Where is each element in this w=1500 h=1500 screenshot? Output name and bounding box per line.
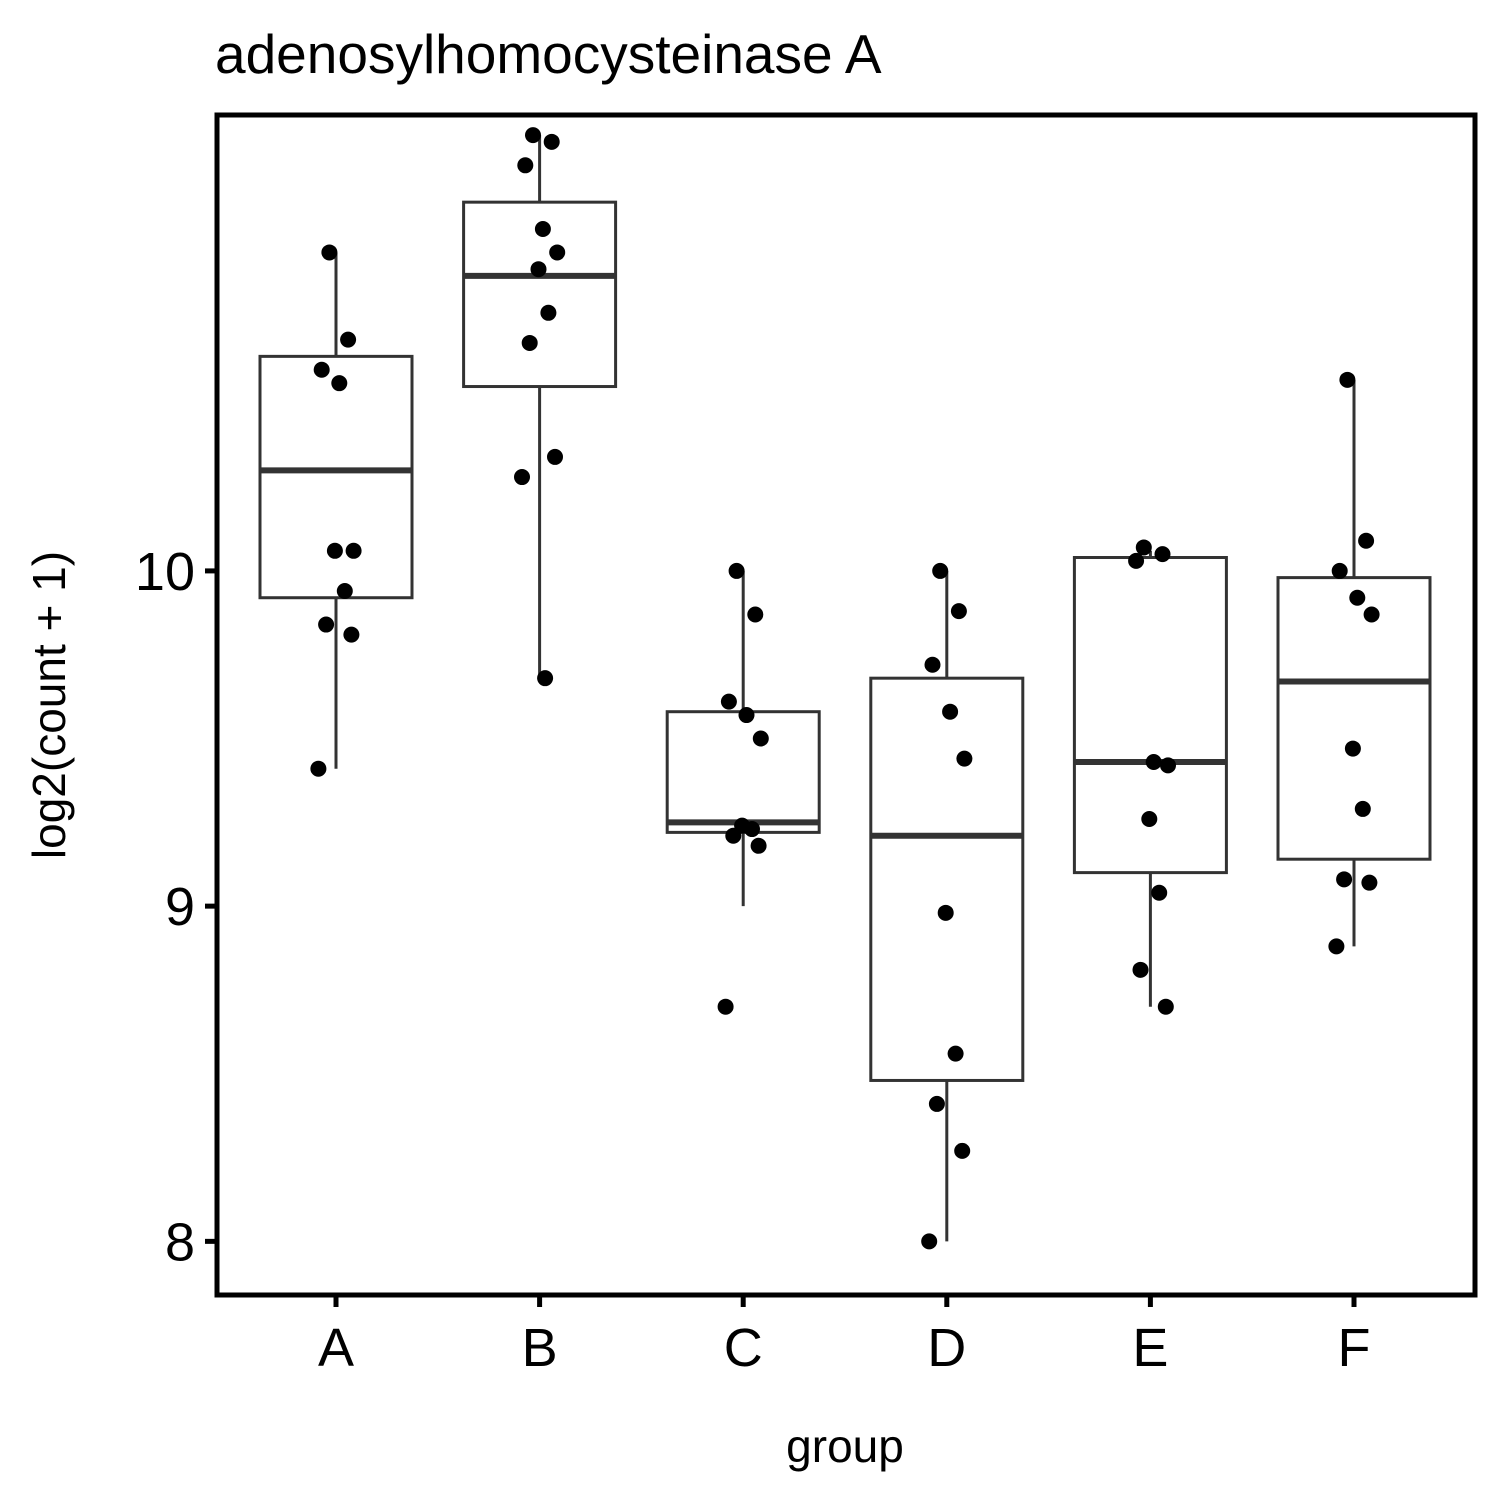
data-point [514, 469, 530, 486]
data-point [1132, 961, 1149, 978]
box-group-d [869, 562, 1025, 1250]
data-point [921, 1233, 938, 1250]
data-point [326, 542, 343, 559]
data-point [343, 626, 360, 643]
box-group-a [258, 244, 414, 777]
data-point [1145, 753, 1162, 770]
x-tick-label: D [927, 1318, 966, 1378]
data-point [331, 375, 348, 392]
data-point [1361, 874, 1378, 891]
data-point [1151, 884, 1168, 901]
data-point [345, 542, 362, 559]
plot-panel-border [214, 112, 1478, 1298]
data-point [744, 821, 760, 838]
y-tick-label: 10 [135, 542, 195, 602]
data-point [525, 127, 541, 144]
data-point [750, 837, 767, 854]
data-point [950, 603, 967, 620]
data-point [336, 583, 353, 600]
data-point [954, 1142, 971, 1159]
data-point [947, 1045, 964, 1062]
data-point [1141, 810, 1158, 827]
y-axis-title: log2(count + 1) [23, 551, 75, 859]
data-point [1128, 552, 1145, 569]
data-point [1328, 938, 1345, 955]
data-point [717, 998, 734, 1015]
data-point [1135, 539, 1152, 556]
data-point [1336, 871, 1353, 888]
box-iqr [1276, 576, 1432, 861]
box-iqr [869, 676, 1025, 1082]
data-point [313, 361, 330, 378]
data-point [521, 334, 538, 351]
data-point [942, 703, 959, 720]
data-point [318, 616, 335, 633]
data-point [1160, 757, 1176, 774]
data-point [340, 331, 357, 348]
data-point [928, 1095, 945, 1112]
data-point [549, 244, 566, 261]
x-tick-label: A [318, 1318, 354, 1378]
data-point [956, 750, 973, 767]
chart-title: adenosylhomocysteinase A [215, 23, 882, 85]
data-point [747, 606, 764, 623]
box-iqr [258, 354, 414, 600]
data-point [720, 693, 737, 710]
plot-area [258, 127, 1432, 1250]
box-group-f [1276, 371, 1432, 955]
data-point [738, 707, 755, 724]
box-group-b [462, 127, 618, 687]
data-point [1349, 589, 1366, 606]
data-point [1157, 998, 1174, 1015]
axes: 8 9 10 A B C D E F [135, 542, 1371, 1378]
data-point [1331, 562, 1348, 579]
data-point [725, 827, 742, 844]
data-point [1354, 800, 1371, 817]
data-point [937, 904, 954, 921]
data-point [310, 760, 327, 777]
y-tick-label: 8 [165, 1212, 195, 1272]
y-tick-label: 9 [165, 877, 195, 937]
data-point [540, 304, 557, 321]
data-point [517, 157, 534, 174]
box-group-c [665, 562, 821, 1015]
data-point [1339, 371, 1356, 388]
x-tick-label: C [724, 1318, 763, 1378]
data-point [932, 562, 949, 579]
data-point [537, 670, 554, 687]
data-point [530, 261, 547, 278]
data-point [547, 448, 563, 465]
box-group-e [1072, 539, 1228, 1015]
data-point [752, 730, 769, 747]
data-point [321, 244, 338, 261]
data-point [534, 220, 551, 237]
data-point [1154, 546, 1171, 563]
data-point [1344, 740, 1361, 757]
box-iqr [665, 710, 821, 834]
x-axis-title: group [786, 1420, 904, 1472]
x-tick-label: E [1132, 1318, 1168, 1378]
x-tick-label: B [522, 1318, 558, 1378]
data-point [543, 133, 560, 150]
x-tick-label: F [1338, 1318, 1371, 1378]
data-point [1363, 606, 1380, 623]
data-point [728, 562, 745, 579]
data-point [1358, 532, 1375, 549]
data-point [924, 656, 941, 673]
